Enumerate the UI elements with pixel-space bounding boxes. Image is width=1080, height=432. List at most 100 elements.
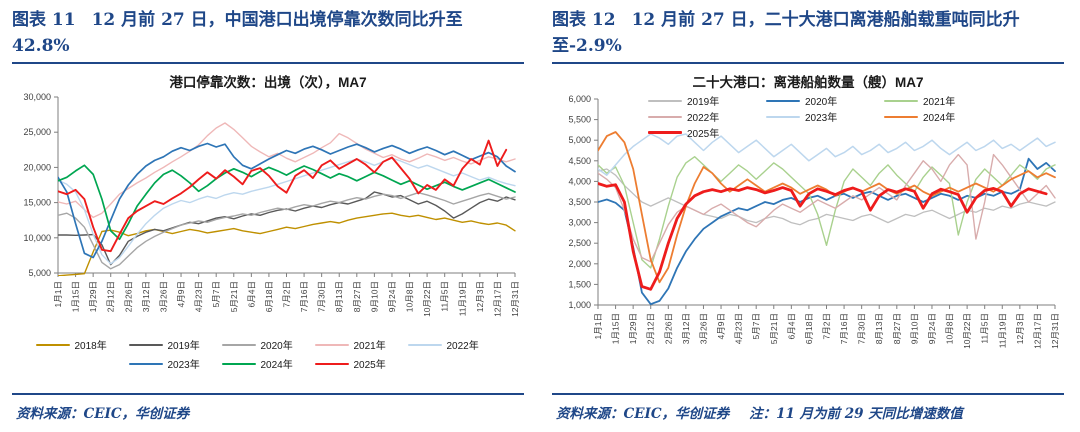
figure-title: 图表 12 12 月前 27 日，二十大港口离港船舶载重吨同比升至-2.9%	[552, 8, 1064, 59]
legend-line-swatch	[221, 362, 256, 365]
x-tick-label: 5月7日	[751, 313, 761, 339]
series-line-2021年	[58, 122, 516, 219]
legend-item-2023年: 2023年	[766, 109, 884, 124]
y-tick-label: 20,000	[23, 162, 51, 172]
x-tick-label: 9月10日	[369, 281, 379, 312]
axis-line	[597, 99, 1055, 306]
source-text: 资料来源：CEIC，华创证券	[16, 406, 190, 422]
legend-item-2021年: 2021年	[884, 93, 1002, 108]
legend-label: 2019年	[687, 97, 720, 108]
x-tick-label: 11月19日	[457, 281, 467, 316]
figure-title: 图表 11 12 月前 27 日，中国港口出境停靠次数同比升至 42.8%	[12, 8, 524, 59]
legend-label: 2025年	[687, 129, 720, 140]
x-tick-label: 5月21日	[229, 281, 239, 312]
figure-number: 图表 12	[552, 10, 616, 30]
legend-line-swatch	[884, 115, 918, 118]
legend-label: 2023年	[805, 113, 838, 124]
y-tick-label: 3,000	[568, 218, 591, 228]
x-tick-label: 9月24日	[927, 313, 937, 344]
x-tick-label: 12月31日	[1050, 313, 1060, 349]
x-tick-label: 4月9日	[176, 281, 186, 307]
source-note: 资料来源：CEIC，华创证券 注：11 月为前 29 天同比增速数值	[552, 395, 1064, 432]
legend-label: 2018年	[74, 341, 107, 352]
series-line-2024年	[598, 131, 1056, 284]
source-text: 资料来源：CEIC，华创证券	[556, 406, 730, 422]
legend-item-2024年: 2024年	[884, 109, 1002, 124]
legend-line-swatch	[314, 343, 349, 346]
y-tick-label: 25,000	[23, 127, 51, 137]
y-tick-label: 15,000	[23, 198, 51, 208]
x-tick-label: 8月27日	[352, 281, 362, 312]
legend-label: 2025年	[353, 360, 386, 371]
x-tick-label: 1月15日	[71, 281, 81, 312]
legend-item-2022年: 2022年	[648, 109, 766, 124]
x-tick-label: 3月12日	[141, 281, 151, 312]
chart-title: 港口停靠次数：出境（次），MA7	[169, 75, 367, 90]
x-tick-label: 7月30日	[317, 281, 327, 312]
legend-label: 2023年	[167, 360, 200, 371]
legend-item-2019年: 2019年	[648, 93, 766, 108]
port-departure-calls-line-chart: 5,000 10,000 15,000 20,000 25,000 30,000 1月1日 1…	[23, 93, 520, 317]
x-tick-label: 8月13日	[334, 281, 344, 312]
y-tick-label: 5,000	[568, 135, 591, 145]
series-line-2025年	[598, 182, 1048, 291]
legend-item-2021年: 2021年	[314, 337, 408, 352]
legend-item-2022年: 2022年	[407, 337, 501, 352]
y-tick-label: 4,000	[568, 176, 591, 186]
legend-line-swatch	[884, 99, 918, 102]
legend-item-2025年: 2025年	[648, 125, 766, 140]
legend-item-2024年: 2024年	[221, 356, 315, 371]
x-tick-label: 3月26日	[158, 281, 168, 312]
legend-label: 2021年	[353, 341, 386, 352]
y-tick-label: 1,500	[568, 279, 591, 289]
legend-line-swatch	[221, 343, 256, 346]
x-tick-label: 10月8日	[405, 281, 415, 312]
series-line-2022年	[58, 157, 516, 265]
series-line-2024年	[58, 164, 516, 241]
series-line-2023年	[58, 142, 516, 259]
x-tick-label: 1月1日	[53, 281, 63, 307]
footer-divider	[552, 393, 1064, 395]
x-tick-label: 5月21日	[769, 313, 779, 344]
y-tick-label: 2,000	[568, 259, 591, 269]
legend-label: 2022年	[446, 341, 479, 352]
x-tick-label: 9月24日	[387, 281, 397, 312]
x-tick-label: 8月27日	[892, 313, 902, 344]
legend-label: 2024年	[260, 360, 293, 371]
chart-area: 5,000 10,000 15,000 20,000 25,000 30,000 1月1日 1…	[12, 93, 524, 371]
legend-label: 2020年	[805, 97, 838, 108]
x-tick-label: 6月4日	[786, 313, 796, 339]
series-line-2023年	[598, 133, 1056, 176]
x-tick-label: 12月17日	[492, 281, 502, 317]
figure-caption: 12 月前 27 日，二十大港口离港船舶载重吨同比升至-2.9%	[552, 10, 1020, 56]
legend-line-swatch	[766, 99, 800, 102]
x-tick-label: 7月30日	[857, 313, 867, 344]
x-tick-label: 3月12日	[681, 313, 691, 344]
legend-label: 2019年	[167, 341, 200, 352]
axis-line	[57, 97, 515, 274]
figure-panel-12: 图表 12 12 月前 27 日，二十大港口离港船舶载重吨同比升至-2.9% 二十…	[540, 0, 1080, 432]
legend-item-2019年: 2019年	[128, 337, 222, 352]
x-tick-label: 1月29日	[88, 281, 98, 312]
x-tick-label: 2月26日	[123, 281, 133, 312]
legend-item-2020年: 2020年	[221, 337, 315, 352]
x-tick-label: 7月2日	[822, 313, 832, 339]
y-tick-label: 10,000	[23, 233, 51, 243]
chart-title: 二十大港口：离港船舶数量（艘）MA7	[692, 75, 924, 90]
x-tick-label: 12月31日	[510, 281, 520, 317]
x-tick-label: 6月18日	[264, 281, 274, 312]
legend-item-2018年: 2018年	[35, 337, 129, 352]
y-tick-label: 30,000	[23, 93, 51, 102]
x-tick-label: 6月18日	[804, 313, 814, 344]
legend-line-swatch	[314, 362, 349, 365]
legend-label: 2020年	[260, 341, 293, 352]
legend-item-2020年: 2020年	[766, 93, 884, 108]
legend-label: 2024年	[923, 113, 956, 124]
legend-line-swatch	[128, 343, 163, 346]
legend-label: 2021年	[923, 97, 956, 108]
figure-number: 图表 11	[12, 10, 76, 30]
x-tick-label: 1月29日	[628, 313, 638, 344]
x-tick-label: 1月15日	[611, 313, 621, 344]
y-tick-label: 1,000	[568, 300, 591, 310]
series-line-2018年	[58, 212, 516, 276]
